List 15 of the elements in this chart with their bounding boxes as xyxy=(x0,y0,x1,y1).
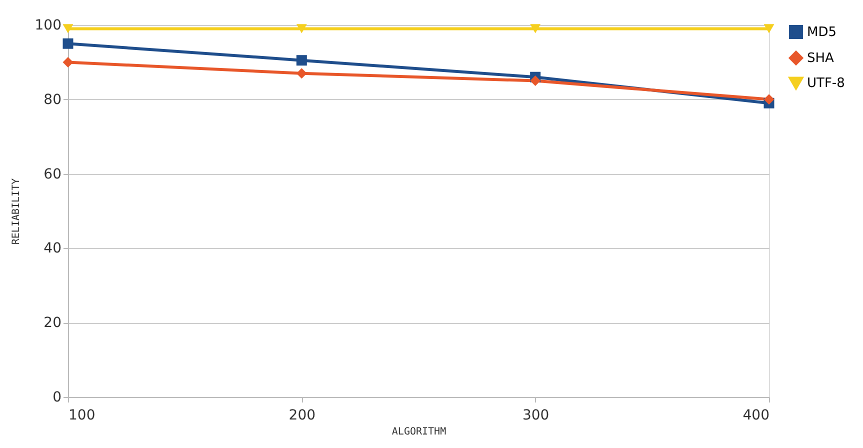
legend-label: MD5 xyxy=(807,25,836,40)
x-tick-label: 200 xyxy=(288,408,316,424)
y-tick-label: 20 xyxy=(44,315,62,332)
x-axis-title: ALGORITHM xyxy=(392,426,446,438)
y-tick-label: 60 xyxy=(44,166,62,182)
x-tick-label: 400 xyxy=(742,408,770,424)
y-axis-title: RELIABILITY xyxy=(10,178,22,245)
y-tick-label: 100 xyxy=(34,18,62,34)
x-tick-label: 100 xyxy=(68,408,96,424)
x-tick-label: 300 xyxy=(522,408,550,424)
y-tick-label: 0 xyxy=(52,390,62,406)
legend-label: SHA xyxy=(807,51,834,66)
y-tick-label: 40 xyxy=(44,240,62,257)
legend-label: UTF-8 xyxy=(807,76,845,91)
y-tick-label: 80 xyxy=(44,92,62,108)
